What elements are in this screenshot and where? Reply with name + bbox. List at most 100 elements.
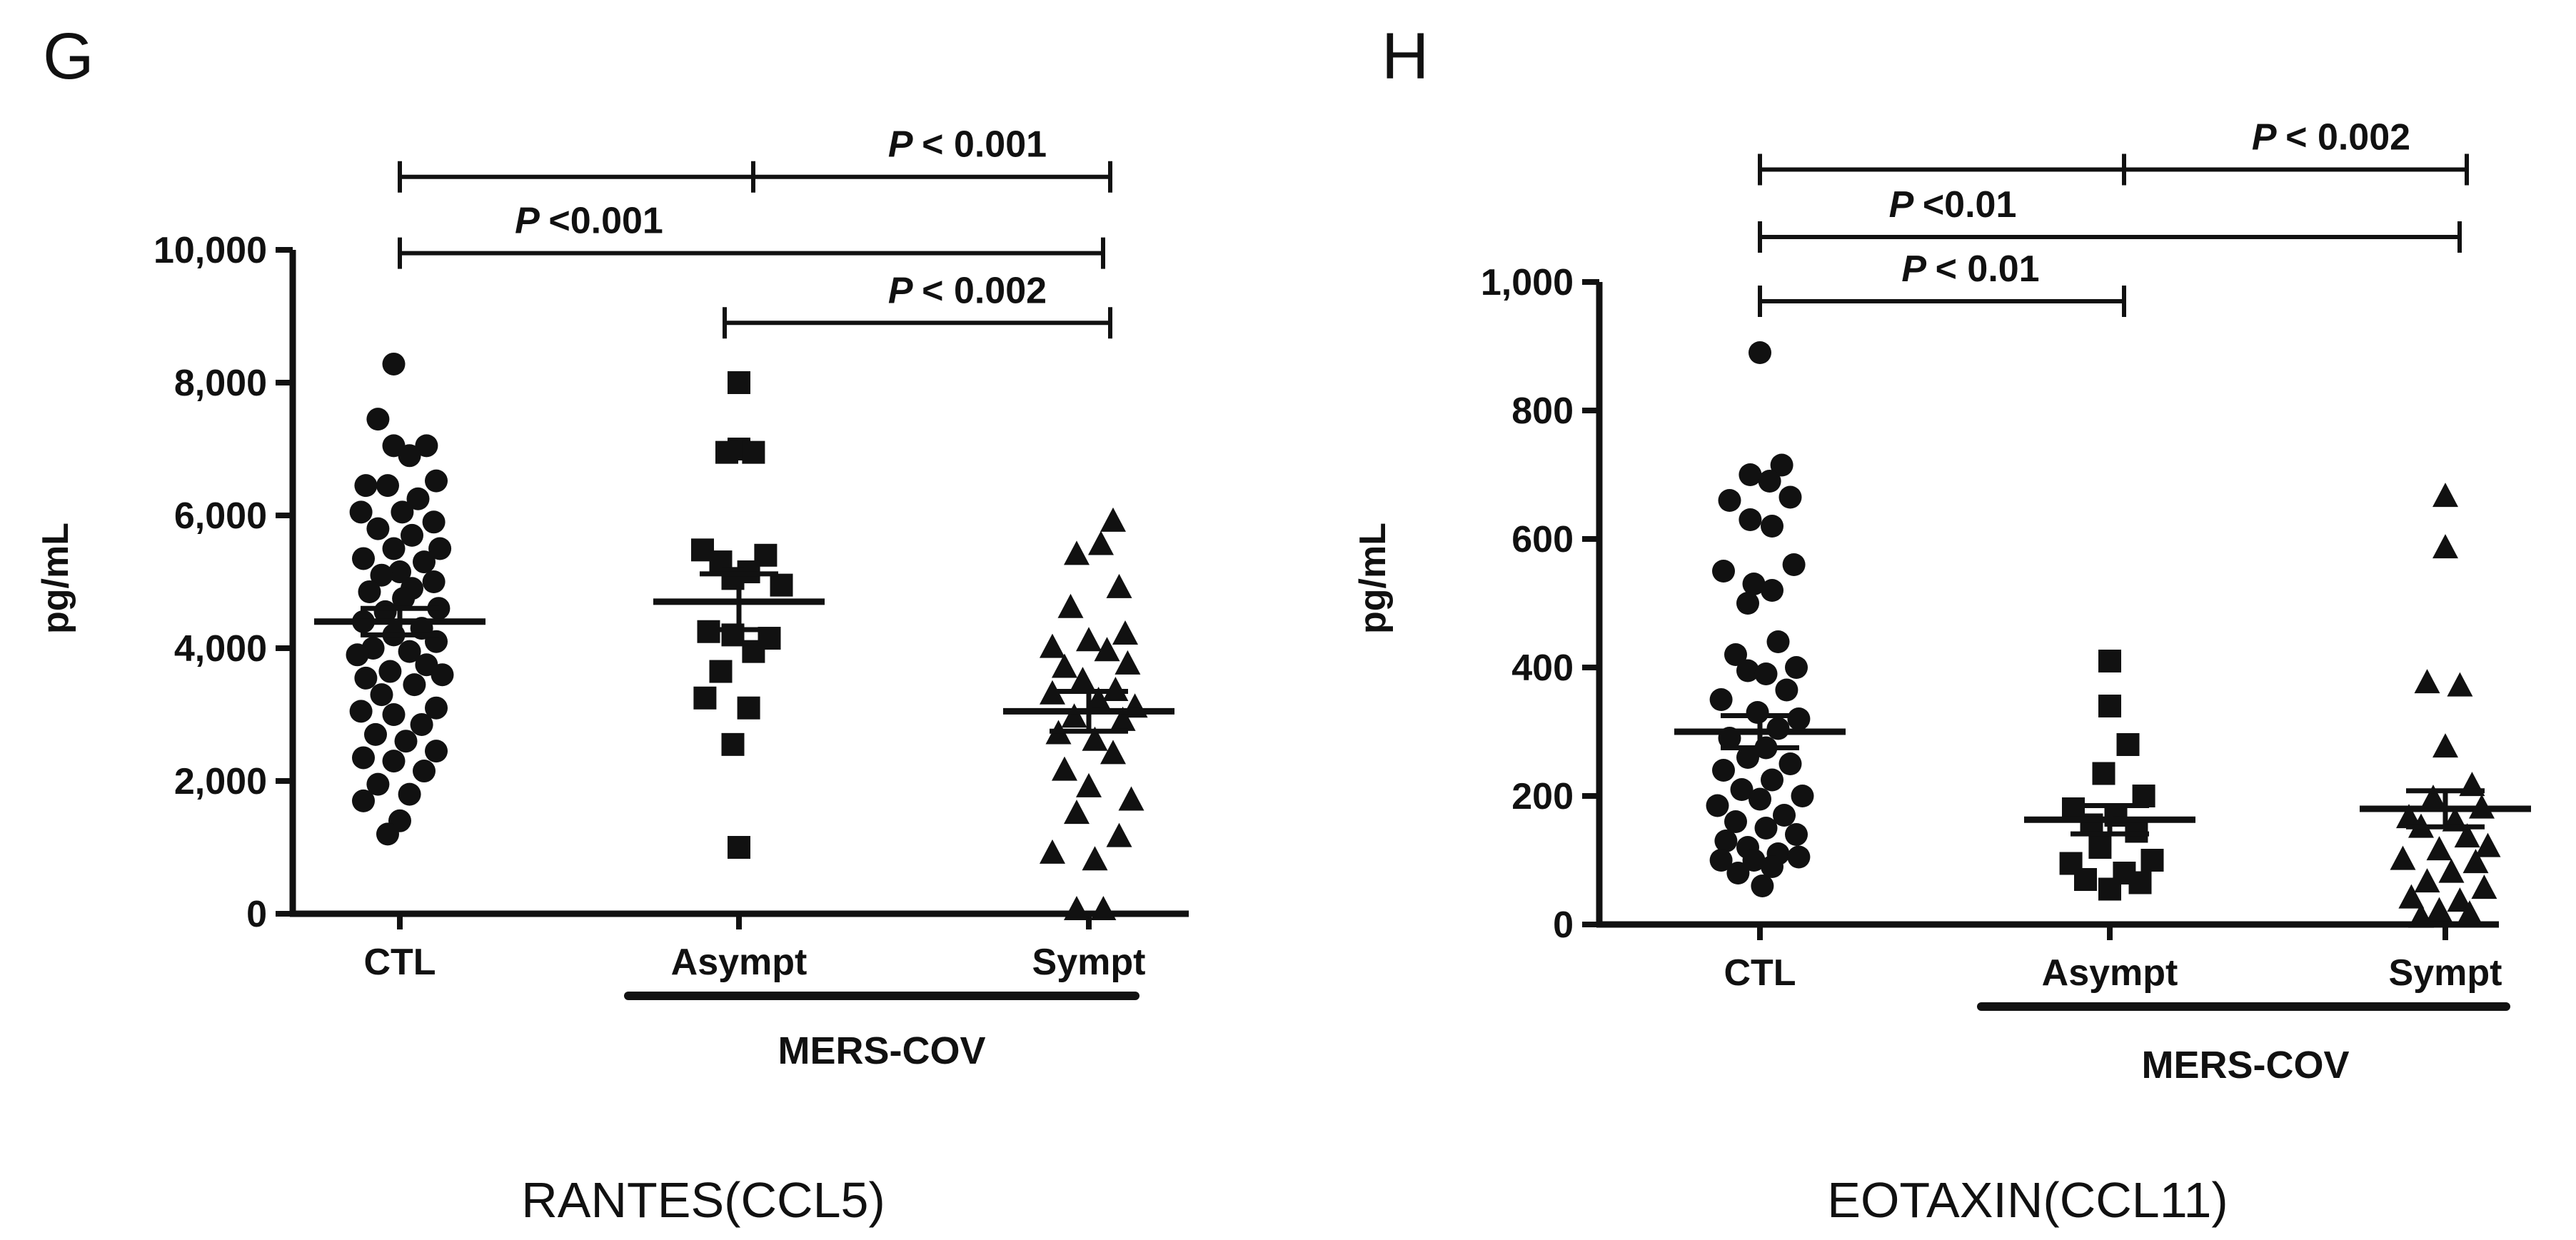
- p-value-label: P < 0.002: [2252, 117, 2410, 158]
- data-point: [1040, 839, 1065, 864]
- data-point: [2092, 762, 2115, 785]
- category-label: Sympt: [2389, 952, 2502, 994]
- data-point: [1057, 593, 1084, 618]
- data-point: [2432, 733, 2458, 758]
- data-point: [1791, 785, 1814, 807]
- p-value-text: <0.001: [548, 201, 663, 242]
- data-point: [1070, 667, 1096, 692]
- y-tick-label: 0: [1553, 904, 1574, 946]
- data-point: [2408, 903, 2434, 928]
- data-point: [2426, 897, 2452, 922]
- data-point: [1761, 515, 1783, 538]
- data-point: [1754, 662, 1778, 685]
- data-point: [346, 643, 369, 667]
- p-symbol: P: [888, 124, 922, 166]
- data-point: [2396, 804, 2422, 829]
- data-point: [354, 474, 378, 498]
- data-point: [403, 673, 426, 697]
- data-point: [1739, 463, 1762, 486]
- data-point: [2088, 836, 2112, 859]
- category-label: Sympt: [1032, 942, 1146, 983]
- data-point: [401, 523, 423, 547]
- y-tick-label: 6,000: [174, 495, 267, 537]
- data-point: [382, 537, 406, 560]
- data-point: [1076, 627, 1102, 652]
- data-point: [1724, 643, 1747, 666]
- y-tick-label: 0: [246, 894, 267, 935]
- data-point: [1082, 726, 1108, 751]
- p-value-text: <0.01: [1923, 184, 2017, 226]
- data-point: [425, 740, 448, 763]
- data-point: [1754, 817, 1778, 840]
- data-point: [2140, 849, 2164, 872]
- data-point: [2125, 820, 2148, 843]
- data-point: [364, 722, 387, 746]
- data-point: [422, 510, 446, 534]
- data-point: [354, 666, 378, 690]
- p-symbol: P: [515, 201, 548, 242]
- data-point: [1726, 862, 1750, 884]
- data-point: [1718, 489, 1741, 512]
- data-point: [1761, 579, 1783, 602]
- data-point: [352, 789, 375, 812]
- data-point: [382, 750, 406, 773]
- data-point: [1736, 592, 1759, 615]
- data-point: [1085, 687, 1112, 711]
- data-point: [2447, 887, 2473, 912]
- data-point: [1088, 530, 1114, 555]
- data-point: [2098, 695, 2121, 717]
- data-point: [2438, 858, 2465, 883]
- data-point: [737, 696, 760, 720]
- data-point: [382, 352, 406, 375]
- data-point: [1118, 786, 1144, 811]
- data-point: [431, 663, 454, 687]
- data-point: [376, 474, 399, 498]
- data-point: [1064, 895, 1090, 920]
- data-point: [2432, 483, 2458, 508]
- y-tick-label: 4,000: [174, 628, 267, 670]
- panel-letter: H: [1382, 20, 1429, 93]
- data-point: [1712, 560, 1735, 583]
- y-tick-label: 1,000: [1481, 262, 1574, 303]
- data-point: [728, 836, 750, 859]
- data-point: [2414, 669, 2440, 694]
- data-point: [376, 822, 399, 846]
- y-tick-label: 10,000: [154, 230, 267, 271]
- data-point: [2475, 832, 2501, 857]
- data-point: [1094, 637, 1120, 662]
- data-point: [398, 782, 421, 806]
- data-point: [1100, 740, 1126, 765]
- data-point: [425, 469, 448, 493]
- data-point: [2390, 845, 2416, 870]
- data-point: [2414, 868, 2440, 893]
- data-point: [1787, 845, 1811, 869]
- data-point: [721, 732, 745, 756]
- data-point: [1064, 540, 1090, 565]
- data-point: [1736, 746, 1759, 769]
- data-point: [413, 760, 436, 783]
- p-value-label: P < 0.001: [888, 124, 1047, 166]
- data-point: [1052, 653, 1077, 678]
- data-point: [1778, 752, 1802, 775]
- data-point: [742, 640, 765, 663]
- data-point: [1709, 688, 1733, 711]
- data-point: [2454, 823, 2480, 848]
- data-point: [1749, 787, 1771, 811]
- data-point: [728, 371, 750, 394]
- p-symbol: P: [888, 270, 922, 311]
- y-axis-label: pg/mL: [35, 523, 76, 634]
- panel-letter: G: [43, 20, 94, 93]
- data-point: [2462, 849, 2489, 874]
- data-point: [1106, 573, 1132, 598]
- y-tick-label: 400: [1511, 647, 1574, 689]
- group-label: MERS-COV: [778, 1029, 985, 1072]
- group-label: MERS-COV: [2141, 1044, 2349, 1087]
- panel-caption: EOTAXIN(CCL11): [1827, 1172, 2228, 1228]
- category-label: CTL: [363, 942, 436, 983]
- category-label: Asympt: [2042, 952, 2178, 994]
- data-point: [415, 434, 438, 458]
- data-point: [425, 696, 448, 720]
- data-point: [1714, 830, 1738, 852]
- data-point: [1100, 507, 1126, 532]
- data-point: [1785, 656, 1808, 679]
